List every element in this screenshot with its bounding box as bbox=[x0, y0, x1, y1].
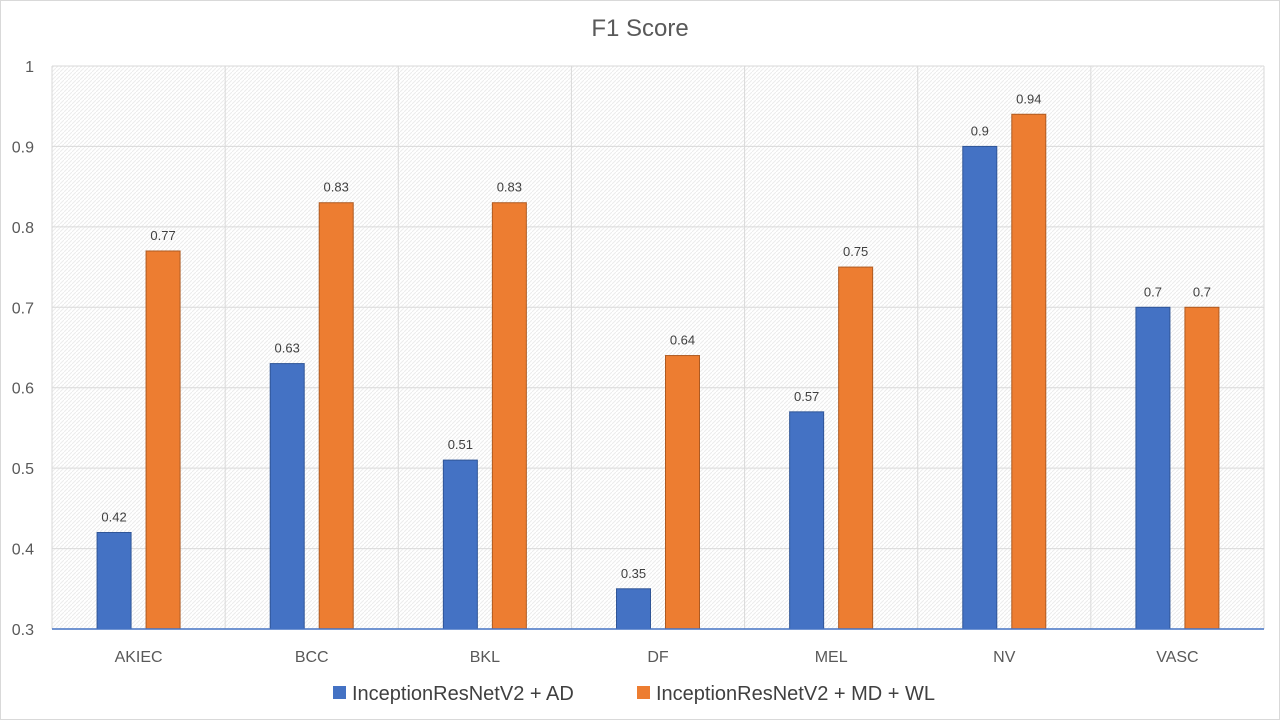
bar-nv-series-1 bbox=[962, 145, 998, 630]
legend-swatch bbox=[333, 686, 346, 699]
y-tick-label: 0.5 bbox=[12, 461, 34, 478]
y-tick-label: 1 bbox=[25, 59, 34, 76]
y-tick-label: 0.7 bbox=[12, 300, 34, 317]
y-tick-label: 0.6 bbox=[12, 381, 34, 398]
bar-mel-series-1 bbox=[789, 411, 825, 630]
x-tick-label: DF bbox=[647, 649, 669, 666]
data-label: 0.51 bbox=[448, 437, 473, 452]
data-label: 0.83 bbox=[324, 180, 349, 195]
bar-vasc-series-1 bbox=[1135, 306, 1171, 630]
bar-bkl-series-2 bbox=[491, 202, 527, 630]
data-label: 0.35 bbox=[621, 566, 646, 581]
bar-df-series-1 bbox=[616, 588, 651, 630]
bar-vasc-series-2 bbox=[1184, 306, 1220, 630]
gridlines bbox=[51, 65, 1265, 629]
legend-item-1: InceptionResNetV2 + AD bbox=[333, 683, 574, 705]
y-tick-label: 0.4 bbox=[12, 542, 34, 559]
bar-akiec-series-2 bbox=[145, 250, 181, 630]
x-tick-label: MEL bbox=[815, 649, 848, 666]
data-label: 0.63 bbox=[275, 341, 300, 356]
bar-df-series-2 bbox=[665, 355, 700, 630]
legend-swatch bbox=[637, 686, 650, 699]
y-tick-label: 0.3 bbox=[12, 622, 34, 639]
plot-area bbox=[52, 66, 1264, 629]
data-label: 0.57 bbox=[794, 389, 819, 404]
bar-bkl-series-1 bbox=[442, 459, 478, 630]
data-label: 0.42 bbox=[101, 509, 126, 524]
y-tick-label: 0.9 bbox=[12, 139, 34, 156]
data-label: 0.7 bbox=[1193, 284, 1211, 299]
legend-label: InceptionResNetV2 + MD + WL bbox=[656, 683, 935, 705]
bar-akiec-series-1 bbox=[96, 531, 132, 630]
data-label: 0.83 bbox=[497, 180, 522, 195]
chart-title: F1 Score bbox=[591, 15, 688, 42]
bar-mel-series-2 bbox=[838, 266, 874, 630]
data-label: 0.9 bbox=[971, 123, 989, 138]
data-label: 0.7 bbox=[1144, 284, 1162, 299]
data-label: 0.64 bbox=[670, 333, 695, 348]
data-label: 0.77 bbox=[150, 228, 175, 243]
x-tick-label: NV bbox=[993, 649, 1016, 666]
x-tick-label: VASC bbox=[1156, 649, 1198, 666]
legend: InceptionResNetV2 + AD InceptionResNetV2 … bbox=[333, 683, 935, 705]
x-tick-label: AKIEC bbox=[115, 649, 163, 666]
x-tick-label: BCC bbox=[295, 649, 329, 666]
legend-label: InceptionResNetV2 + AD bbox=[352, 683, 574, 705]
bar-nv-series-2 bbox=[1011, 113, 1047, 630]
y-tick-label: 0.8 bbox=[12, 220, 34, 237]
bars bbox=[96, 113, 1220, 630]
data-label: 0.75 bbox=[843, 244, 868, 259]
axes: 0.3 0.4 0.5 0.6 0.7 0.8 0.9 1 AKIEC BCC BKL DF MEL NV… bbox=[12, 59, 1264, 666]
legend-item-2: InceptionResNetV2 + MD + WL bbox=[637, 683, 935, 705]
data-label: 0.94 bbox=[1016, 91, 1041, 106]
bar-bcc-series-2 bbox=[318, 202, 354, 630]
x-tick-label: BKL bbox=[470, 649, 500, 666]
bar-bcc-series-1 bbox=[269, 363, 305, 630]
data-labels: 0.42 0.77 0.63 0.83 0.51 0.83 0.35 0.64 0.57 0.75… bbox=[101, 91, 1211, 581]
